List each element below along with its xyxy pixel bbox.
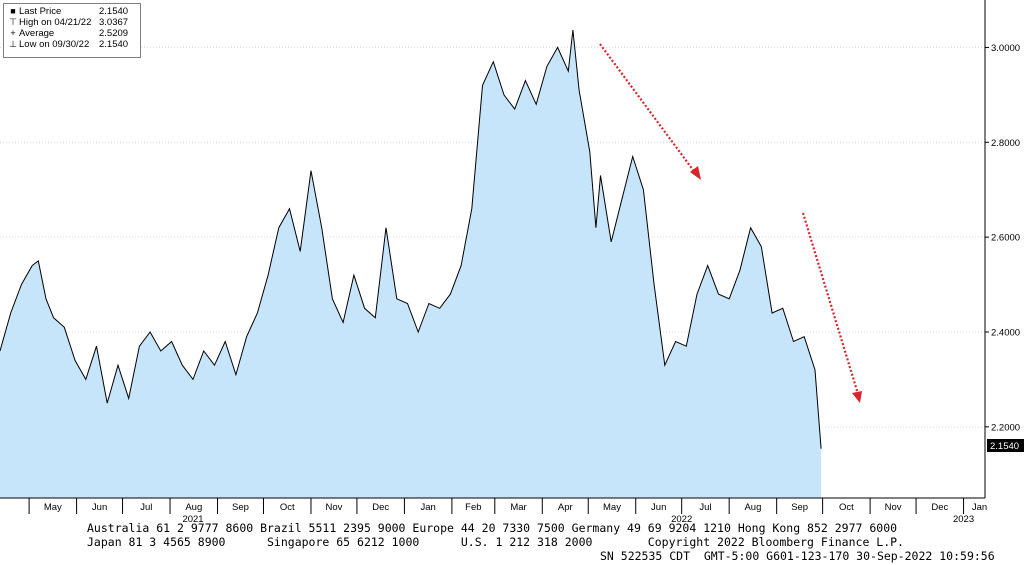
year-label: 2023: [953, 514, 974, 525]
x-tick-label: Dec: [372, 502, 389, 513]
y-tick-label: 2.8000: [991, 138, 1020, 149]
average-marker-icon: +: [10, 28, 16, 38]
y-ticks: 2.2000 2.4000 2.6000 2.8000 3.0000: [985, 43, 1020, 433]
x-tick-label: Jan: [972, 502, 987, 513]
x-tick-label: May: [44, 502, 62, 513]
legend-item-low: ⊥ Low on 09/30/22 2.1540: [8, 39, 136, 50]
low-marker-icon: ⊥: [9, 39, 17, 49]
legend-label: Low on 09/30/22: [19, 39, 90, 50]
x-tick-label: Oct: [280, 502, 295, 513]
x-tick-label: Nov: [325, 502, 342, 513]
x-tick-label: Aug: [185, 502, 202, 513]
legend-label: High on 04/21/22: [19, 17, 92, 28]
y-tick-label: 2.6000: [991, 233, 1020, 244]
last-price-tag-text: 2.1540: [990, 441, 1019, 452]
x-tick-label: Nov: [885, 502, 902, 513]
last-price-tag-box: [987, 439, 1024, 452]
axes: [0, 0, 986, 499]
trend-arrow-1-head: [690, 166, 701, 180]
x-tick-label: Dec: [931, 502, 948, 513]
x-tick-label: Jun: [92, 502, 107, 513]
legend-value: 2.5209: [99, 28, 129, 39]
year-labels: 2021 2022 2023: [182, 514, 974, 525]
x-tick-label: Sep: [232, 502, 249, 513]
x-ticks: May Jun Jul Aug Sep Oct Nov Dec Jan Feb Mar Apr May J…: [28, 498, 987, 514]
footer-contacts-line2: Japan 81 3 4565 8900 Singapore 65 6212 1…: [87, 535, 904, 549]
x-tick-label: Jun: [651, 502, 666, 513]
y-tick-label: 3.0000: [991, 43, 1020, 54]
square-marker-icon: ■: [10, 6, 16, 16]
year-label: 2021: [182, 514, 203, 525]
legend-value: 3.0367: [99, 17, 129, 28]
trend-arrow-2-head: [852, 391, 862, 403]
x-tick-label: Jul: [699, 502, 711, 513]
legend-item-average: + Average 2.5209: [8, 28, 136, 39]
trend-arrows: [599, 43, 862, 403]
legend-label: Last Price: [19, 6, 62, 17]
legend-value: 2.1540: [99, 6, 129, 17]
trend-arrow-2: [801, 212, 860, 395]
x-tick-label: Mar: [510, 502, 526, 513]
y-tick-label: 2.4000: [991, 328, 1020, 339]
legend-label: Average: [19, 28, 55, 39]
y-tick-label: 2.2000: [991, 422, 1020, 433]
legend-item-last-price: ■ Last Price 2.1540: [8, 6, 136, 17]
x-tick-label: Jan: [420, 502, 435, 513]
last-price-tag: 2.1540: [987, 439, 1024, 452]
trend-arrow-1: [599, 43, 697, 175]
price-line: [0, 29, 822, 449]
legend: ■ Last Price 2.1540 ⊤ High on 04/21/22 3…: [3, 3, 141, 58]
x-tick-label: Aug: [744, 502, 761, 513]
x-tick-label: May: [603, 502, 621, 513]
x-tick-label: Jul: [140, 502, 152, 513]
price-area: [0, 30, 822, 498]
footer-timestamp: SN 522535 CDT GMT-5:00 G601-123-170 30-S…: [600, 549, 995, 563]
legend-item-high: ⊤ High on 04/21/22 3.0367: [8, 17, 136, 28]
footer-contacts-line1: Australia 61 2 9777 8600 Brazil 5511 239…: [87, 521, 898, 535]
high-marker-icon: ⊤: [9, 17, 17, 27]
x-tick-label: Sep: [791, 502, 808, 513]
x-tick-label: Feb: [465, 502, 481, 513]
legend-value: 2.1540: [99, 39, 129, 50]
x-tick-label: Oct: [839, 502, 854, 513]
x-tick-label: Apr: [558, 502, 573, 513]
year-label: 2022: [671, 514, 692, 525]
